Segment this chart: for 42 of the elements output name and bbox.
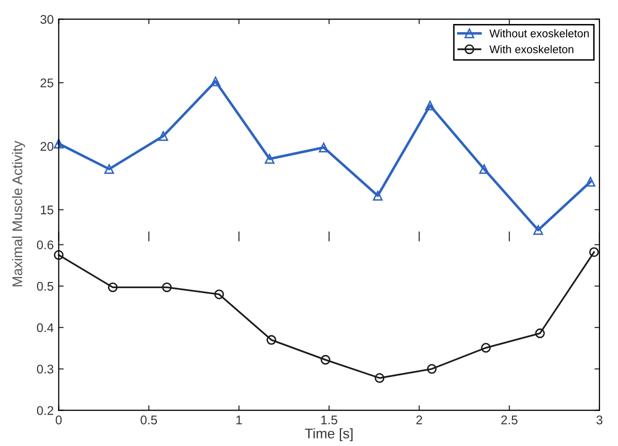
point [108,282,118,292]
point [481,342,491,353]
point [266,335,276,345]
x-axis-title: Time [s] [304,428,353,442]
point [318,142,329,152]
y-tick-label: 15 [40,206,54,214]
point [158,131,168,141]
point [264,154,274,164]
point [162,282,172,292]
point [104,164,114,174]
point [425,100,435,110]
x-tick-label: 2 [416,416,422,424]
point [533,225,544,235]
point [589,247,599,257]
point [54,250,64,260]
y-tick-label: 0.5 [36,282,54,291]
point [479,164,489,174]
y-tick-label: 0.2 [36,406,54,415]
point [210,76,220,86]
y-axis-title: Maximal Muscle Activity [12,140,26,286]
point [374,373,384,383]
point [372,190,383,201]
y-tick-label: 30 [40,14,54,24]
legend-label: Without exoskeleton [489,29,589,38]
point [586,176,596,187]
legend-label: With exoskeleton [489,45,574,54]
point [320,354,330,365]
point [214,290,224,300]
x-tick-label: 1 [236,416,242,424]
x-tick-label: 0.5 [140,416,157,424]
x-tick-label: 1.5 [321,416,338,424]
y-tick-label: 0.3 [36,364,54,374]
y-tick-label: 25 [40,78,54,88]
point [54,138,64,149]
y-tick-label: 0.6 [36,240,54,250]
x-tick-label: 0 [56,416,62,424]
point [426,364,437,374]
x-tick-label: 3 [596,416,602,424]
x-tick-label: 2.5 [501,416,518,424]
point [535,328,545,338]
y-tick-label: 20 [40,142,54,151]
y-tick-label: 0.4 [36,323,54,332]
